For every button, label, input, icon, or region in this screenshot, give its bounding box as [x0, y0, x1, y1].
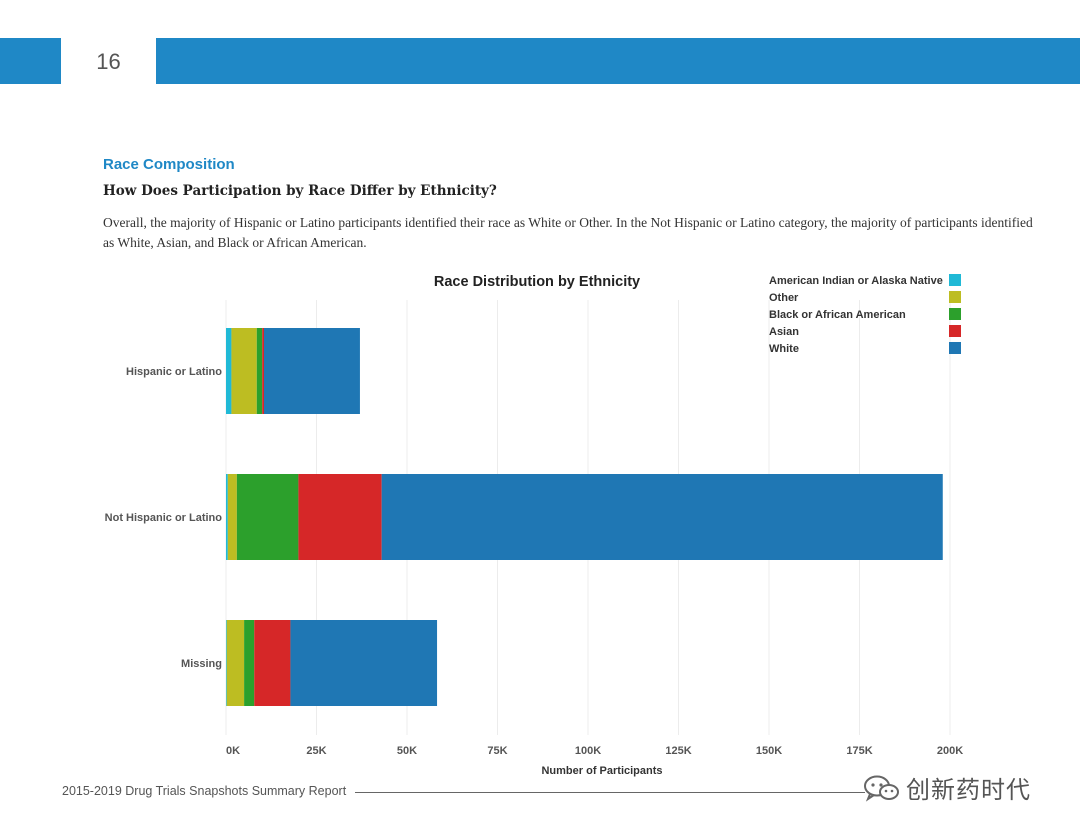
chart-axes: 0K 25K 50K 75K 100K 125K 150K 175K 200K Hispanic … [105, 366, 964, 757]
watermark: 创新药时代 [862, 770, 1031, 805]
legend-label: White [769, 343, 799, 355]
chart-bars [226, 328, 943, 706]
legend-swatch [949, 274, 961, 286]
bar-segment [226, 620, 227, 706]
y-category-label: Not Hispanic or Latino [105, 512, 223, 524]
footer-divider [355, 792, 865, 793]
x-tick-label: 125K [665, 745, 691, 757]
footer-report-title: 2015-2019 Drug Trials Snapshots Summary … [62, 784, 347, 798]
x-tick-label: 25K [306, 745, 326, 757]
bar-segment [226, 474, 228, 560]
section-question: How Does Participation by Race Differ by… [103, 183, 497, 199]
bar-segment [290, 620, 438, 706]
legend-label: Asian [769, 326, 799, 338]
bar-segment [298, 474, 382, 560]
y-category-label: Hispanic or Latino [126, 366, 222, 378]
x-tick-label: 200K [937, 745, 963, 757]
legend-swatch [949, 325, 961, 337]
bar-segment [256, 328, 263, 414]
bar-segment [381, 474, 943, 560]
x-tick-label: 0K [226, 745, 240, 757]
y-category-label: Missing [181, 658, 222, 670]
legend-swatch [949, 342, 961, 354]
header-band-right [156, 38, 1080, 84]
page-number: 16 [96, 49, 121, 74]
wechat-icon [864, 775, 899, 802]
bar-segment [254, 620, 291, 706]
header-band-left [0, 38, 61, 84]
bar-segment [236, 474, 299, 560]
x-tick-label: 75K [487, 745, 507, 757]
bar-segment [244, 620, 255, 706]
bar-segment [231, 328, 257, 414]
section-body: Overall, the majority of Hispanic or Lat… [103, 215, 1033, 250]
legend-label: American Indian or Alaska Native [769, 275, 943, 287]
chart-legend: American Indian or Alaska Native Other Bla… [769, 274, 961, 355]
bar-segment [226, 328, 232, 414]
x-tick-label: 175K [846, 745, 872, 757]
legend-swatch [949, 291, 961, 303]
bar-segment [227, 474, 237, 560]
bar-segment [264, 328, 360, 414]
bar-segment [226, 620, 245, 706]
bar-segment [262, 328, 265, 414]
x-tick-label: 150K [756, 745, 782, 757]
legend-swatch [949, 308, 961, 320]
x-tick-label: 100K [575, 745, 601, 757]
legend-label: Other [769, 292, 799, 304]
legend-label: Black or African American [769, 309, 906, 321]
watermark-text: 创新药时代 [906, 776, 1031, 804]
x-axis-label: Number of Participants [541, 765, 662, 777]
chart-title: Race Distribution by Ethnicity [434, 274, 640, 290]
x-tick-label: 50K [397, 745, 417, 757]
section-title: Race Composition [103, 156, 235, 173]
